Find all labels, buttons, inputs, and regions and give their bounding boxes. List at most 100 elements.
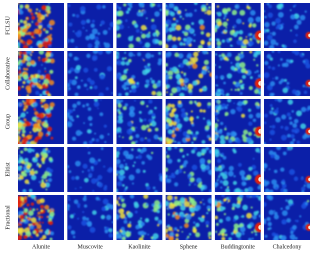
blob: [24, 4, 30, 9]
blob: [30, 202, 35, 206]
blob: [181, 30, 185, 34]
map-texture: [67, 147, 113, 192]
blob: [168, 203, 175, 210]
blob: [145, 79, 150, 84]
blob: [68, 83, 70, 86]
blob: [244, 177, 248, 181]
blob: [170, 103, 175, 109]
blob: [46, 228, 50, 232]
blob: [243, 100, 248, 105]
abundance-map: [214, 99, 261, 144]
blob: [174, 147, 178, 149]
blob: [124, 51, 127, 54]
blob: [18, 165, 23, 171]
blob: [216, 45, 221, 48]
blob: [304, 202, 308, 206]
blob: [300, 177, 304, 181]
blob: [264, 28, 267, 34]
blob: [67, 195, 70, 198]
blob: [18, 147, 20, 149]
map-background: [264, 195, 310, 240]
blob: [108, 233, 113, 238]
blob: [223, 81, 226, 85]
row-label: Collaborative: [5, 57, 11, 90]
blob: [36, 83, 42, 88]
blob: [165, 200, 170, 207]
blob: [280, 58, 283, 61]
blob: [128, 51, 134, 57]
blob: [28, 223, 31, 226]
map-texture: [67, 99, 110, 144]
blob: [168, 3, 175, 9]
blob: [301, 106, 307, 113]
blob: [273, 109, 279, 115]
blob: [145, 52, 152, 59]
blob: [94, 132, 97, 135]
blob: [166, 120, 169, 122]
blob: [227, 170, 234, 177]
blob: [135, 140, 138, 144]
blob: [183, 214, 187, 218]
blob: [215, 84, 218, 87]
blob: [169, 92, 174, 96]
blob: [70, 230, 76, 235]
blob: [190, 212, 195, 217]
blob: [83, 177, 89, 183]
blob: [21, 129, 26, 134]
blob: [165, 91, 168, 94]
blob: [223, 56, 228, 61]
blob: [155, 81, 161, 88]
blob: [116, 55, 119, 60]
blob: [19, 196, 25, 201]
blob: [286, 112, 291, 117]
blob: [106, 214, 112, 220]
blob: [119, 176, 124, 182]
blob: [188, 12, 193, 18]
blob: [185, 213, 192, 220]
blob: [67, 38, 70, 44]
blob: [295, 33, 298, 37]
blob: [26, 56, 32, 62]
blob: [117, 103, 122, 108]
blob: [251, 164, 257, 170]
blob: [150, 209, 154, 212]
blob: [147, 83, 150, 86]
blob: [22, 51, 27, 56]
blob: [152, 186, 156, 190]
blob: [271, 107, 274, 110]
blob: [193, 3, 198, 5]
blob: [290, 14, 296, 20]
blob: [19, 214, 25, 220]
blob: [116, 127, 122, 133]
blob: [225, 188, 230, 192]
blob: [108, 167, 113, 172]
blob: [22, 80, 26, 85]
blob: [200, 39, 205, 45]
blob: [32, 101, 38, 108]
blob: [43, 91, 45, 93]
blob: [242, 83, 245, 86]
blob: [293, 176, 299, 181]
blob: [159, 8, 162, 11]
blob: [214, 27, 218, 33]
blob: [207, 45, 212, 48]
blob: [179, 225, 183, 229]
blob: [208, 236, 212, 240]
blob: [233, 230, 236, 233]
blob: [140, 31, 143, 34]
blob: [27, 31, 31, 36]
blob: [31, 21, 34, 23]
blob: [268, 168, 271, 171]
blob: [106, 169, 109, 172]
blob: [154, 39, 160, 44]
blob: [187, 176, 191, 180]
blob: [185, 237, 189, 240]
blob: [267, 34, 273, 41]
blob: [205, 32, 211, 38]
blob: [257, 185, 261, 190]
blob: [253, 58, 256, 61]
blob: [127, 3, 133, 7]
blob: [131, 149, 134, 152]
blob: [68, 79, 73, 84]
blob: [237, 237, 242, 240]
